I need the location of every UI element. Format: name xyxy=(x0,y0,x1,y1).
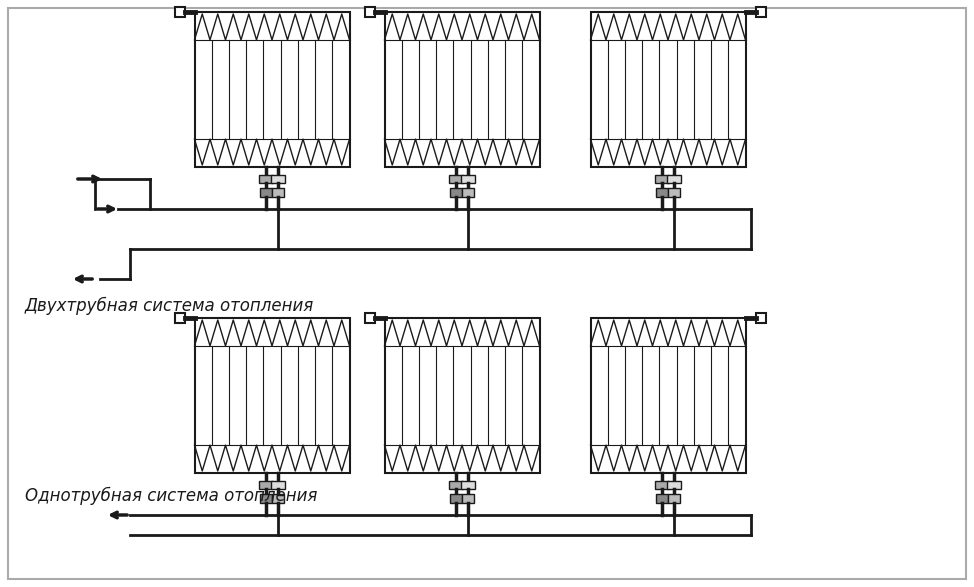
Bar xyxy=(462,188,474,197)
Text: Двухтрубная система отопления: Двухтрубная система отопления xyxy=(25,297,315,315)
Bar xyxy=(590,12,745,167)
Bar xyxy=(449,481,463,489)
Bar xyxy=(756,313,766,323)
Bar xyxy=(364,7,374,17)
Bar xyxy=(450,494,462,503)
Bar xyxy=(590,318,745,473)
Bar xyxy=(462,494,474,503)
Bar xyxy=(449,175,463,183)
Bar xyxy=(271,175,285,183)
Bar xyxy=(667,481,681,489)
Text: Однотрубная система отопления: Однотрубная система отопления xyxy=(25,487,318,505)
Bar xyxy=(655,481,669,489)
Bar xyxy=(174,313,184,323)
Bar xyxy=(756,7,766,17)
Bar xyxy=(656,494,668,503)
Bar xyxy=(260,494,272,503)
Bar xyxy=(461,175,475,183)
Bar xyxy=(656,188,668,197)
Bar xyxy=(272,188,284,197)
Bar xyxy=(174,7,184,17)
Bar xyxy=(195,12,350,167)
Bar xyxy=(385,318,540,473)
Bar xyxy=(450,188,462,197)
Bar xyxy=(655,175,669,183)
Bar xyxy=(259,175,273,183)
Bar xyxy=(195,318,350,473)
Bar xyxy=(668,188,680,197)
Bar xyxy=(667,175,681,183)
Bar xyxy=(272,494,284,503)
Bar xyxy=(260,188,272,197)
Bar xyxy=(259,481,273,489)
Bar xyxy=(668,494,680,503)
Bar xyxy=(271,481,285,489)
Bar xyxy=(461,481,475,489)
Bar xyxy=(385,12,540,167)
Bar xyxy=(364,313,374,323)
